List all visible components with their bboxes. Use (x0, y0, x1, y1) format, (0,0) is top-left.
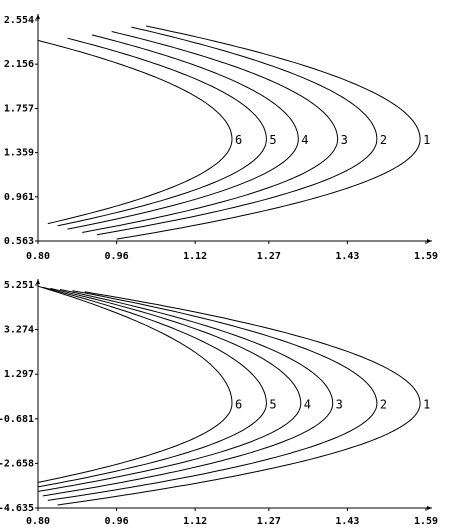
series-line-6 (37, 285, 233, 483)
x-tick-label: 1.59 (414, 516, 438, 527)
series-label-4: 4 (301, 133, 308, 147)
chart-top: 0.80 0.96 1.12 1.27 1.43 1.59 0.563 0.961 1.359 1… (4, 14, 438, 262)
series-label-1: 1 (423, 133, 430, 147)
series-label-6: 6 (235, 397, 242, 411)
series-line-2 (96, 26, 378, 236)
y-tick-label: 0.961 (4, 192, 34, 203)
y-axis-arrow (36, 279, 40, 284)
x-tick-label: 0.96 (105, 516, 129, 527)
series-line-4 (67, 34, 299, 230)
chart-bottom: 0.80 0.96 1.12 1.27 1.43 1.59 -4.635 -2.658 -0.6… (0, 279, 438, 527)
series-line-1 (57, 291, 421, 506)
series-label-2: 2 (380, 397, 387, 411)
series-line-5 (37, 286, 267, 488)
series-line-6 (37, 39, 233, 225)
series-label-3: 3 (341, 133, 348, 147)
y-tick-label: 2.156 (4, 59, 34, 70)
y-tick-label: 1.297 (4, 369, 34, 380)
series-line-3 (82, 31, 339, 233)
x-tick-label: 1.12 (183, 516, 207, 527)
x-tick-label: 1.27 (257, 251, 281, 262)
x-tick-label: 0.96 (105, 251, 129, 262)
y-tick-label: 0.563 (4, 236, 34, 247)
series-line-1 (116, 25, 421, 240)
y-tick-label: -4.635 (0, 503, 34, 514)
x-tick-label: 0.80 (26, 251, 50, 262)
x-tick-label: 1.43 (335, 516, 359, 527)
y-tick-label: -0.681 (0, 414, 34, 425)
series-line-3 (42, 289, 334, 497)
series-label-4: 4 (304, 397, 311, 411)
series-label-2: 2 (380, 133, 387, 147)
x-tick-label: 1.43 (335, 251, 359, 262)
x-tick-label: 1.12 (183, 251, 207, 262)
series-line-5 (57, 37, 267, 227)
y-tick-label: 5.251 (4, 280, 34, 291)
y-tick-label: 1.359 (4, 148, 34, 159)
series-label-3: 3 (336, 397, 343, 411)
x-axis-arrow (427, 239, 432, 243)
x-tick-label: 0.80 (26, 516, 50, 527)
series-label-6: 6 (235, 133, 242, 147)
x-tick-label: 1.59 (414, 251, 438, 262)
x-axis-arrow (427, 506, 432, 510)
x-tick-label: 1.27 (257, 516, 281, 527)
series-line-4 (37, 287, 302, 492)
y-axis-arrow (36, 14, 40, 19)
series-label-1: 1 (423, 397, 430, 411)
y-tick-label: -2.658 (0, 458, 34, 469)
series-line-2 (47, 290, 378, 501)
series-label-5: 5 (269, 397, 276, 411)
y-tick-label: 1.757 (4, 103, 34, 114)
series-label-5: 5 (269, 133, 276, 147)
y-tick-label: 3.274 (4, 325, 34, 336)
y-tick-label: 2.554 (4, 15, 34, 26)
